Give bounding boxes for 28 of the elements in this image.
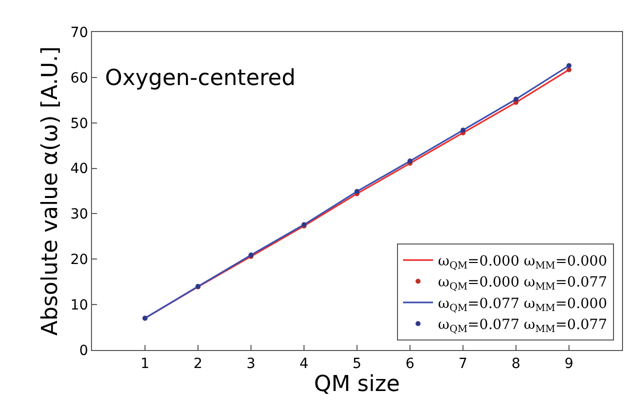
- x-tick-label: 6: [406, 356, 415, 372]
- x-tick-label: 5: [352, 356, 362, 372]
- x-tick-label: 9: [564, 356, 574, 372]
- y-tick-label: 70: [70, 24, 88, 41]
- legend-label: ω$_{QM}$=0.077 ω$_{MM}$=0.077: [438, 317, 608, 336]
- y-tick-label: 60: [70, 70, 88, 86]
- text: Oxygen-centered: [105, 66, 296, 91]
- x-tick-label: 7: [458, 356, 468, 372]
- x-axis-title: QM size: [314, 372, 400, 397]
- x-tick-label: 8: [512, 356, 520, 372]
- x-tick-label: 3: [246, 356, 256, 372]
- legend-label: ω$_{QM}$=0.000 ω$_{MM}$=0.000: [438, 254, 608, 272]
- y-axis-title: Absolute value α(ω) [A.U.]: [38, 46, 64, 336]
- x-tick-label: 4: [300, 356, 309, 372]
- legend-label: ω$_{QM}$=0.000 ω$_{MM}$=0.077: [438, 274, 608, 293]
- y-tick-label: 10: [70, 297, 88, 314]
- y-tick-label: 30: [70, 206, 88, 223]
- legend-label: ω$_{QM}$=0.077 ω$_{MM}$=0.000: [438, 296, 608, 314]
- y-tick-label: 20: [70, 252, 88, 268]
- y-tick-label: 0: [79, 342, 88, 359]
- point: [460, 128, 466, 133]
- point: [514, 96, 518, 102]
- x-tick-label: 2: [194, 356, 202, 372]
- point: [354, 188, 360, 194]
- point: [566, 63, 572, 68]
- y-tick-label: 50: [70, 116, 88, 132]
- y-tick-label: 40: [70, 161, 88, 178]
- x-tick-label: 1: [140, 356, 150, 372]
